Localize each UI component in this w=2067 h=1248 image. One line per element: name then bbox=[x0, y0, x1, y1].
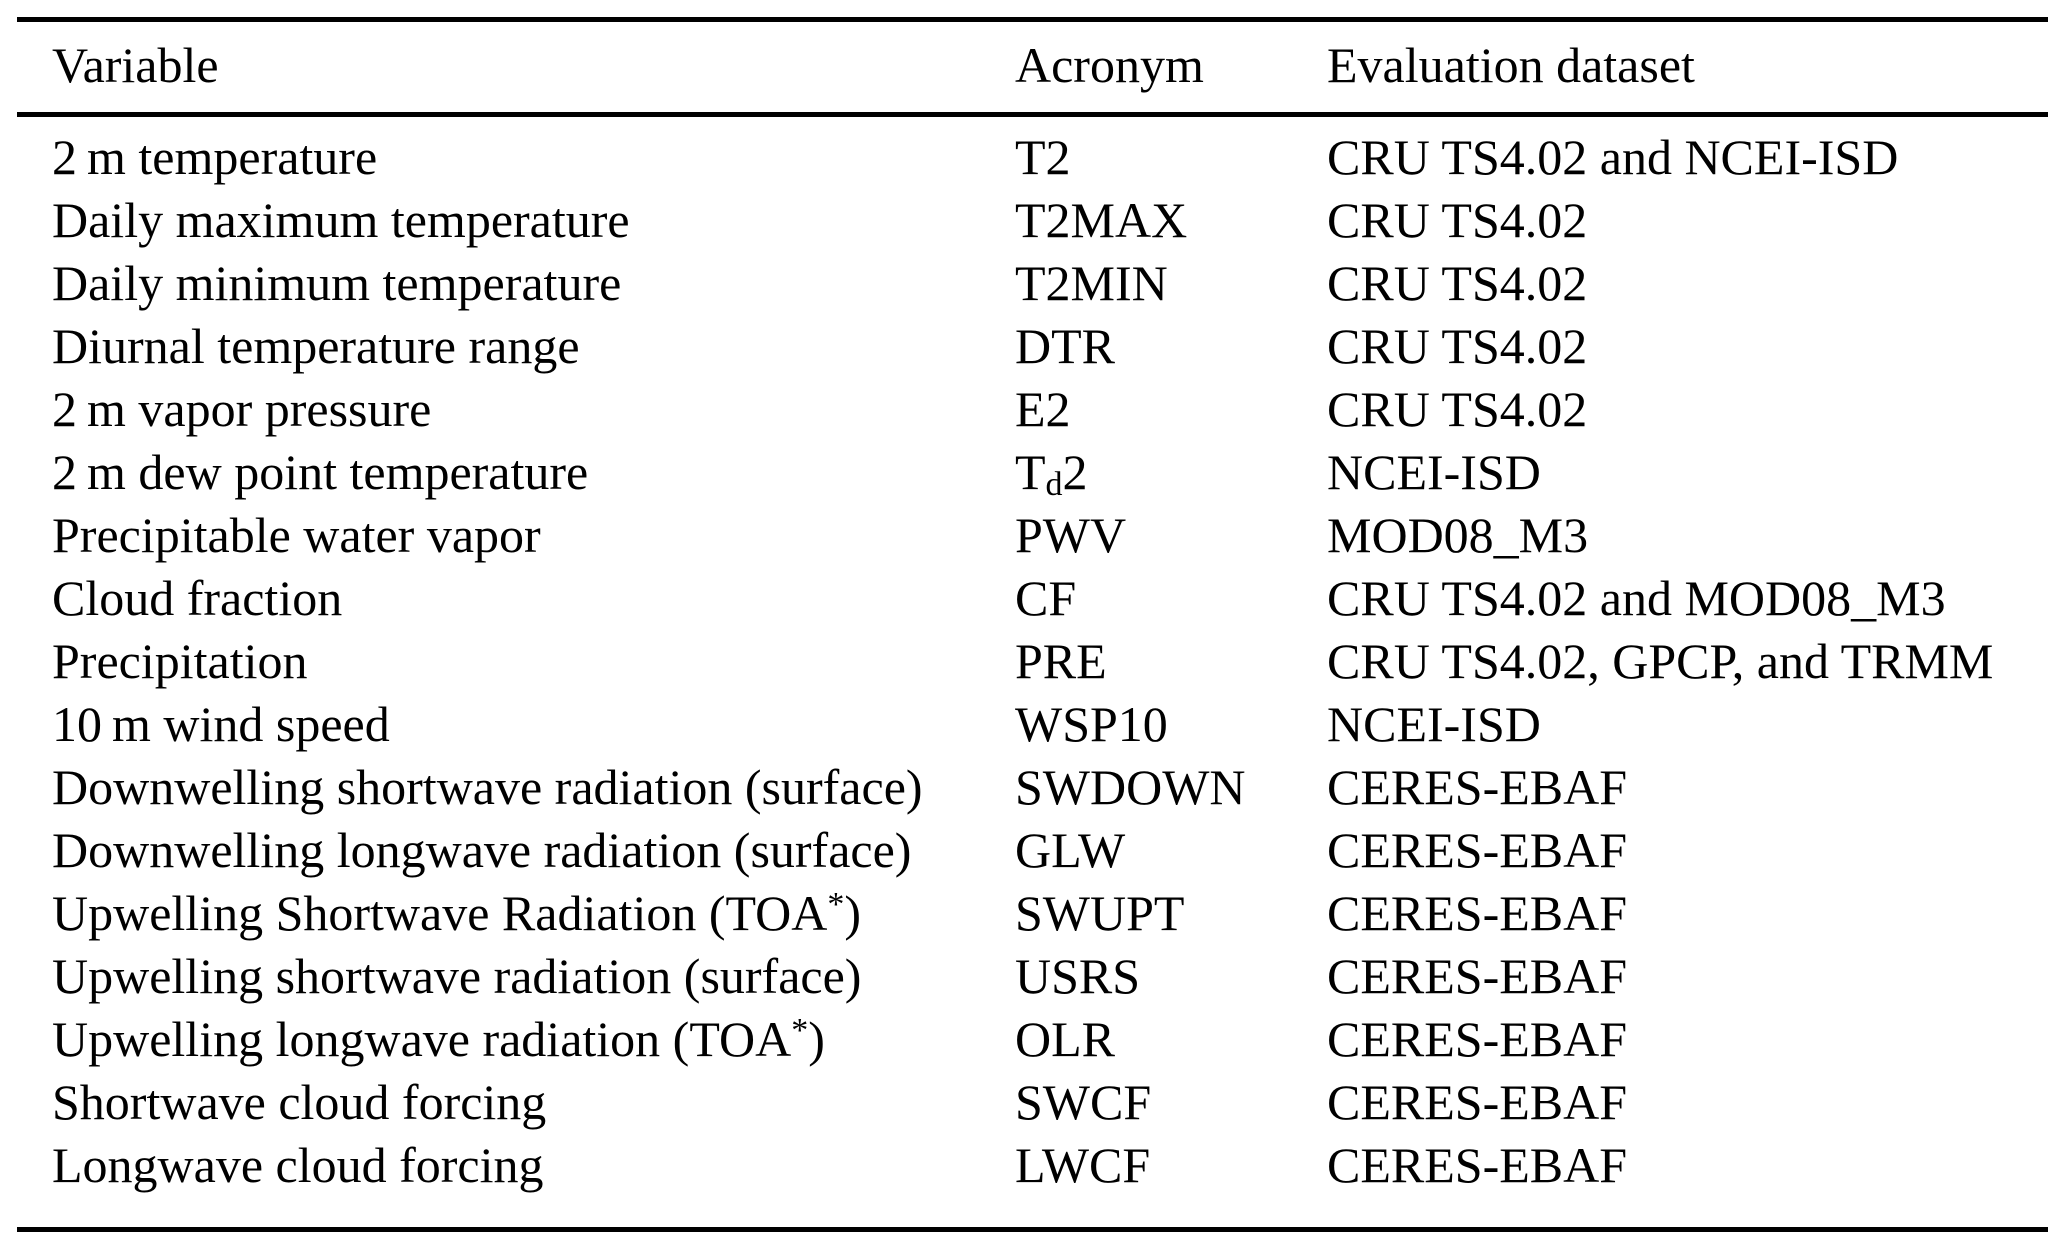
paper-table: Variable Acronym Evaluation dataset 2 m … bbox=[17, 17, 2048, 1232]
table-body: 2 m temperature T2 CRU TS4.02 and NCEI-I… bbox=[17, 115, 2048, 1230]
table-row: Upwelling shortwave radiation (surface) … bbox=[17, 945, 2048, 1008]
dataset-cell: CERES-EBAF bbox=[1327, 1011, 1628, 1067]
variable-cell: Precipitable water vapor bbox=[52, 507, 541, 563]
acronym-cell: LWCF bbox=[1015, 1137, 1151, 1193]
column-header-acronym: Acronym bbox=[1015, 19, 1327, 117]
acronym-cell: DTR bbox=[1015, 318, 1115, 374]
table-row: Upwelling longwave radiation (TOA*) OLR … bbox=[17, 1008, 2048, 1071]
dataset-cell: MOD08_M3 bbox=[1327, 507, 1589, 563]
acronym-cell: SWUPT bbox=[1015, 885, 1185, 941]
table-row: Daily minimum temperature T2MIN CRU TS4.… bbox=[17, 252, 2048, 315]
dataset-cell: CERES-EBAF bbox=[1327, 822, 1628, 878]
dataset-cell: CERES-EBAF bbox=[1327, 885, 1628, 941]
acronym-cell: T2MIN bbox=[1015, 255, 1168, 311]
variable-cell: 2 m temperature bbox=[52, 129, 378, 185]
acronym-cell: T2 bbox=[1015, 129, 1071, 185]
table-row: Precipitable water vapor PWV MOD08_M3 bbox=[17, 504, 2048, 567]
dataset-cell: CERES-EBAF bbox=[1327, 759, 1628, 815]
table-row: 2 m vapor pressure E2 CRU TS4.02 bbox=[17, 378, 2048, 441]
dataset-cell: CRU TS4.02 bbox=[1327, 255, 1588, 311]
dataset-cell: CRU TS4.02 and NCEI-ISD bbox=[1327, 129, 1899, 185]
table-row: Shortwave cloud forcing SWCF CERES-EBAF bbox=[17, 1071, 2048, 1134]
variable-cell: Daily maximum temperature bbox=[52, 192, 630, 248]
acronym-cell: PWV bbox=[1015, 507, 1127, 563]
dataset-cell: CRU TS4.02, GPCP, and TRMM bbox=[1327, 633, 1994, 689]
dataset-cell: CERES-EBAF bbox=[1327, 1137, 1628, 1193]
dataset-cell: CRU TS4.02 bbox=[1327, 192, 1588, 248]
table-row: Upwelling Shortwave Radiation (TOA*) SWU… bbox=[17, 882, 2048, 945]
dataset-cell: NCEI-ISD bbox=[1327, 444, 1541, 500]
variable-cell: 2 m vapor pressure bbox=[52, 381, 432, 437]
variable-cell: Daily minimum temperature bbox=[52, 255, 622, 311]
header-row: Variable Acronym Evaluation dataset bbox=[17, 19, 2048, 117]
variable-cell: Longwave cloud forcing bbox=[52, 1137, 544, 1193]
acronym-cell: OLR bbox=[1015, 1011, 1115, 1067]
acronym-cell: PRE bbox=[1015, 633, 1107, 689]
acronym-cell: T2MAX bbox=[1015, 192, 1188, 248]
acronym-cell: CF bbox=[1015, 570, 1077, 626]
dataset-cell: CRU TS4.02 bbox=[1327, 381, 1588, 437]
acronym-cell: Td2 bbox=[1015, 444, 1088, 504]
acronym-cell: GLW bbox=[1015, 822, 1126, 878]
column-header-variable: Variable bbox=[17, 19, 1015, 117]
table-row: Diurnal temperature range DTR CRU TS4.02 bbox=[17, 315, 2048, 378]
variable-cell: 10 m wind speed bbox=[52, 696, 390, 752]
acronym-cell: SWCF bbox=[1015, 1074, 1152, 1130]
dataset-cell: CRU TS4.02 bbox=[1327, 318, 1588, 374]
acronym-cell: WSP10 bbox=[1015, 696, 1168, 752]
variable-cell: 2 m dew point temperature bbox=[52, 444, 589, 500]
acronym-cell: USRS bbox=[1015, 948, 1141, 1004]
evaluation-datasets-table: Variable Acronym Evaluation dataset 2 m … bbox=[17, 17, 2048, 1232]
variable-cell: Upwelling longwave radiation (TOA*) bbox=[52, 1011, 825, 1067]
variable-cell: Cloud fraction bbox=[52, 570, 343, 626]
table-row: Longwave cloud forcing LWCF CERES-EBAF bbox=[17, 1134, 2048, 1230]
variable-cell: Upwelling shortwave radiation (surface) bbox=[52, 948, 862, 1004]
variable-cell: Precipitation bbox=[52, 633, 308, 689]
table-row: 10 m wind speed WSP10 NCEI-ISD bbox=[17, 693, 2048, 756]
table-row: Downwelling longwave radiation (surface)… bbox=[17, 819, 2048, 882]
acronym-cell: E2 bbox=[1015, 381, 1071, 437]
variable-cell: Diurnal temperature range bbox=[52, 318, 580, 374]
table-row: Downwelling shortwave radiation (surface… bbox=[17, 756, 2048, 819]
acronym-cell: SWDOWN bbox=[1015, 759, 1246, 815]
table-row: Daily maximum temperature T2MAX CRU TS4.… bbox=[17, 189, 2048, 252]
dataset-cell: NCEI-ISD bbox=[1327, 696, 1541, 752]
variable-cell: Upwelling Shortwave Radiation (TOA*) bbox=[52, 885, 861, 941]
table-row: 2 m temperature T2 CRU TS4.02 and NCEI-I… bbox=[17, 115, 2048, 190]
variable-cell: Downwelling shortwave radiation (surface… bbox=[52, 759, 923, 815]
variable-cell: Shortwave cloud forcing bbox=[52, 1074, 547, 1130]
table-row: Cloud fraction CF CRU TS4.02 and MOD08_M… bbox=[17, 567, 2048, 630]
variable-cell: Downwelling longwave radiation (surface) bbox=[52, 822, 912, 878]
dataset-cell: CERES-EBAF bbox=[1327, 1074, 1628, 1130]
dataset-cell: CERES-EBAF bbox=[1327, 948, 1628, 1004]
column-header-dataset: Evaluation dataset bbox=[1327, 19, 2048, 117]
table-row: Precipitation PRE CRU TS4.02, GPCP, and … bbox=[17, 630, 2048, 693]
table-row: 2 m dew point temperature Td2 NCEI-ISD bbox=[17, 441, 2048, 504]
dataset-cell: CRU TS4.02 and MOD08_M3 bbox=[1327, 570, 1946, 626]
